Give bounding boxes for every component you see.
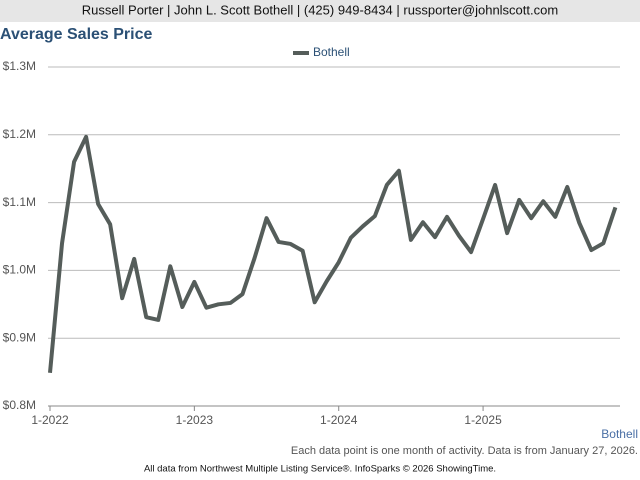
footer: All data from Northwest Multiple Listing… (144, 464, 496, 475)
y-tick-label: $1.3M (3, 59, 36, 73)
x-tick-label: 1-2023 (176, 413, 214, 427)
y-tick-label: $1.1M (3, 195, 36, 209)
line-series (48, 134, 618, 373)
header-text: Russell Porter | John L. Scott Bothell |… (82, 2, 558, 17)
chart-title: Average Sales Price (0, 26, 153, 43)
x-tick-label: 1-2022 (31, 413, 69, 427)
legend-label: Bothell (313, 45, 350, 59)
x-tick-label: 1-2024 (320, 413, 358, 427)
y-tick-label: $1.0M (3, 263, 36, 277)
y-tick-label: $1.2M (3, 127, 36, 141)
note: Each data point is one month of activity… (291, 445, 638, 457)
y-tick-label: $0.8M (3, 398, 36, 412)
x-tick-label: 1-2025 (464, 413, 502, 427)
header-bar (0, 0, 640, 22)
corner-label: Bothell (601, 427, 638, 441)
y-tick-label: $0.9M (3, 330, 36, 344)
